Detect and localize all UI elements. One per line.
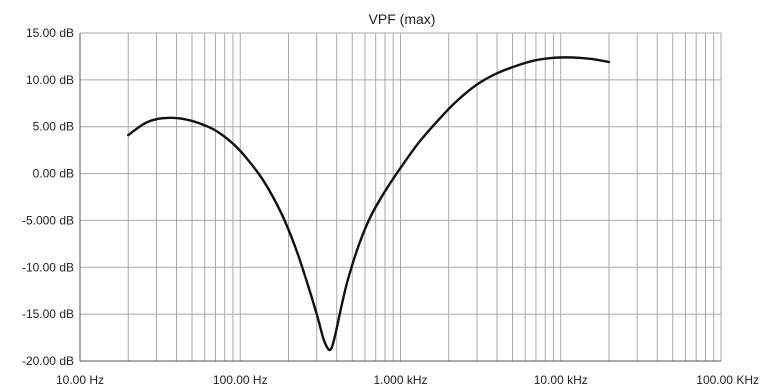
y-tick-label: 0.00 dB [33,167,74,181]
y-tick-label: -20.00 dB [22,354,74,368]
x-tick-label: 10.00 Hz [56,373,104,387]
y-tick-label: 15.00 dB [26,26,74,40]
y-tick-label: 5.00 dB [33,120,74,134]
x-tick-label: 1.000 kHz [373,373,427,387]
grid [79,32,722,362]
series-layer [127,56,611,352]
y-axis-ticks: 15.00 dB 10.00 dB 5.00 dB 0.00 dB -5.000 dB -… [22,26,74,368]
x-tick-label: 10.00 kHz [534,373,588,387]
x-axis-ticks: 10.00 Hz 100.00 Hz 1.000 kHz 10.00 kHz 100.0… [56,373,759,387]
y-tick-label: -10.00 dB [22,260,74,274]
chart-title: VPF (max) [369,11,436,27]
y-tick-label: -5.000 dB [22,213,74,227]
series-line-0 [127,56,611,352]
y-tick-label: 10.00 dB [26,73,74,87]
plot-frame [79,33,721,362]
x-tick-label: 100.00 KHz [696,373,759,387]
x-tick-label: 100.00 Hz [213,373,268,387]
y-tick-label: -15.00 dB [22,307,74,321]
